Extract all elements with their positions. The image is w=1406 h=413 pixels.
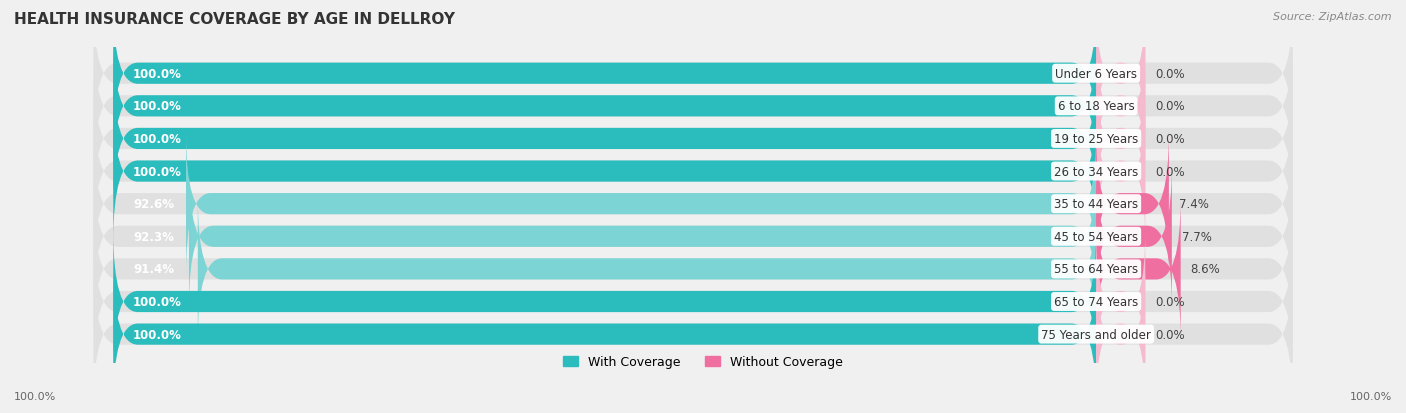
FancyBboxPatch shape	[94, 133, 1292, 275]
FancyBboxPatch shape	[1097, 263, 1146, 405]
FancyBboxPatch shape	[1097, 166, 1171, 307]
Text: 55 to 64 Years: 55 to 64 Years	[1054, 263, 1139, 276]
FancyBboxPatch shape	[94, 68, 1292, 210]
Text: 100.0%: 100.0%	[134, 328, 181, 341]
Text: 6 to 18 Years: 6 to 18 Years	[1057, 100, 1135, 113]
Text: Source: ZipAtlas.com: Source: ZipAtlas.com	[1274, 12, 1392, 22]
Text: 19 to 25 Years: 19 to 25 Years	[1054, 133, 1139, 146]
Text: 7.4%: 7.4%	[1178, 198, 1209, 211]
Text: 100.0%: 100.0%	[1350, 391, 1392, 401]
FancyBboxPatch shape	[1097, 133, 1168, 275]
Text: 7.7%: 7.7%	[1181, 230, 1212, 243]
FancyBboxPatch shape	[114, 36, 1097, 177]
Text: 0.0%: 0.0%	[1156, 295, 1185, 308]
FancyBboxPatch shape	[198, 199, 1097, 340]
Text: 35 to 44 Years: 35 to 44 Years	[1054, 198, 1139, 211]
FancyBboxPatch shape	[1097, 36, 1146, 177]
Text: 100.0%: 100.0%	[134, 165, 181, 178]
Text: 0.0%: 0.0%	[1156, 68, 1185, 81]
Text: 75 Years and older: 75 Years and older	[1042, 328, 1152, 341]
Text: 0.0%: 0.0%	[1156, 328, 1185, 341]
FancyBboxPatch shape	[94, 3, 1292, 145]
FancyBboxPatch shape	[94, 199, 1292, 340]
Text: 100.0%: 100.0%	[134, 133, 181, 146]
FancyBboxPatch shape	[114, 231, 1097, 373]
FancyBboxPatch shape	[94, 101, 1292, 242]
Text: 65 to 74 Years: 65 to 74 Years	[1054, 295, 1139, 308]
Text: Under 6 Years: Under 6 Years	[1054, 68, 1137, 81]
FancyBboxPatch shape	[188, 166, 1097, 307]
Text: 8.6%: 8.6%	[1191, 263, 1220, 276]
Text: 100.0%: 100.0%	[134, 295, 181, 308]
Text: 0.0%: 0.0%	[1156, 100, 1185, 113]
FancyBboxPatch shape	[94, 166, 1292, 307]
Legend: With Coverage, Without Coverage: With Coverage, Without Coverage	[558, 350, 848, 373]
FancyBboxPatch shape	[1097, 68, 1146, 210]
FancyBboxPatch shape	[1097, 101, 1146, 242]
Text: 0.0%: 0.0%	[1156, 133, 1185, 146]
FancyBboxPatch shape	[186, 133, 1097, 275]
FancyBboxPatch shape	[94, 36, 1292, 177]
FancyBboxPatch shape	[94, 263, 1292, 405]
Text: HEALTH INSURANCE COVERAGE BY AGE IN DELLROY: HEALTH INSURANCE COVERAGE BY AGE IN DELL…	[14, 12, 456, 27]
Text: 26 to 34 Years: 26 to 34 Years	[1054, 165, 1139, 178]
Text: 92.6%: 92.6%	[134, 198, 174, 211]
Text: 100.0%: 100.0%	[134, 100, 181, 113]
Text: 45 to 54 Years: 45 to 54 Years	[1054, 230, 1139, 243]
Text: 92.3%: 92.3%	[134, 230, 174, 243]
Text: 100.0%: 100.0%	[14, 391, 56, 401]
FancyBboxPatch shape	[1097, 3, 1146, 145]
Text: 100.0%: 100.0%	[134, 68, 181, 81]
FancyBboxPatch shape	[114, 101, 1097, 242]
FancyBboxPatch shape	[114, 68, 1097, 210]
Text: 0.0%: 0.0%	[1156, 165, 1185, 178]
FancyBboxPatch shape	[114, 263, 1097, 405]
FancyBboxPatch shape	[1097, 199, 1181, 340]
FancyBboxPatch shape	[114, 3, 1097, 145]
FancyBboxPatch shape	[94, 231, 1292, 373]
Text: 91.4%: 91.4%	[134, 263, 174, 276]
FancyBboxPatch shape	[1097, 231, 1146, 373]
